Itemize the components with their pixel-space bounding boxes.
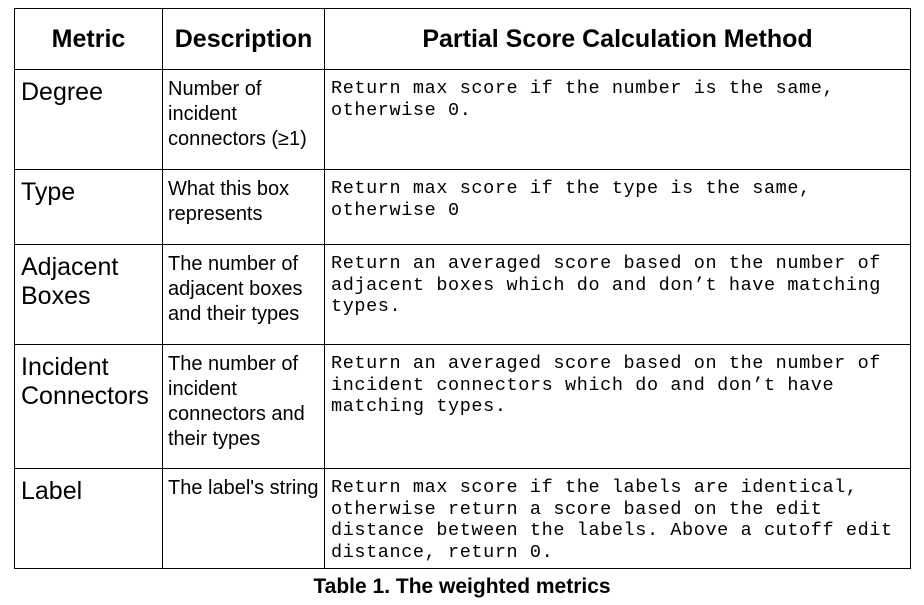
table-caption: Table 1. The weighted metrics: [313, 575, 611, 598]
table-row: Incident Connectors The number of incide…: [14, 344, 911, 469]
method-cell: Return max score if the labels are ident…: [324, 468, 911, 569]
header-metric: Metric: [14, 8, 163, 70]
metrics-table-figure: Metric Description Partial Score Calcula…: [14, 8, 911, 599]
metrics-table: Metric Description Partial Score Calcula…: [14, 8, 911, 569]
description-cell: Number of incident connectors (≥1): [162, 69, 325, 170]
description-cell: The number of incident connectors and th…: [162, 344, 325, 469]
description-cell: The label's string: [162, 468, 325, 569]
metric-cell: Type: [14, 169, 163, 245]
table-row: Label The label's string Return max scor…: [14, 468, 911, 569]
table-header-row: Metric Description Partial Score Calcula…: [14, 8, 911, 70]
table-row: Adjacent Boxes The number of adjacent bo…: [14, 244, 911, 345]
table-row: Degree Number of incident connectors (≥1…: [14, 69, 911, 170]
metric-cell: Incident Connectors: [14, 344, 163, 469]
method-cell: Return max score if the type is the same…: [324, 169, 911, 245]
method-cell: Return max score if the number is the sa…: [324, 69, 911, 170]
description-cell: What this box represents: [162, 169, 325, 245]
header-description: Description: [162, 8, 325, 70]
header-method: Partial Score Calculation Method: [324, 8, 911, 70]
method-cell: Return an averaged score based on the nu…: [324, 244, 911, 345]
metric-cell: Degree: [14, 69, 163, 170]
metric-cell: Adjacent Boxes: [14, 244, 163, 345]
description-cell: The number of adjacent boxes and their t…: [162, 244, 325, 345]
method-cell: Return an averaged score based on the nu…: [324, 344, 911, 469]
table-row: Type What this box represents Return max…: [14, 169, 911, 245]
metric-cell: Label: [14, 468, 163, 569]
